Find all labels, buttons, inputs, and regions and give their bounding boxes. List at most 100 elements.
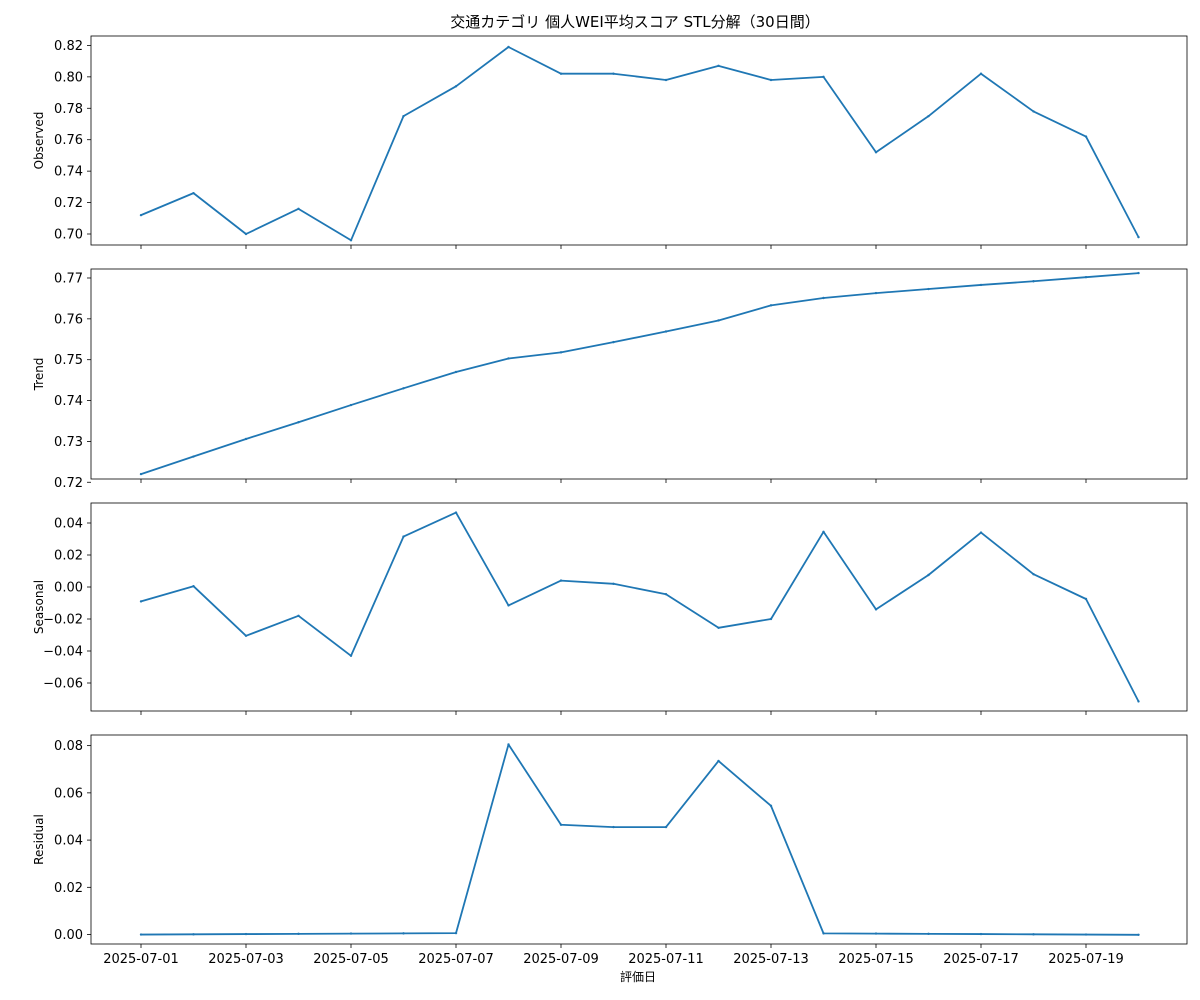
data-point [349,239,353,242]
series-line-residual [140,743,1139,936]
data-point [1032,110,1035,113]
y-tick-label: 0.72 [54,476,83,491]
data-point [1032,933,1035,936]
data-point [612,72,615,75]
data-point [139,213,143,217]
data-point [979,72,983,75]
panel-observed: 0.70 0.72 0.74 0.76 0.78 0.80 0.82 Observed [32,35,1188,249]
data-point [874,932,878,935]
x-tick-label: 2025-07-19 [1048,952,1124,967]
data-point [979,531,983,534]
y-tick-label: 0.70 [54,228,83,243]
series-line-seasonal [140,511,1140,702]
data-point [297,932,300,936]
data-point [769,804,773,808]
data-point [1137,235,1140,239]
x-tick-label: 2025-07-13 [733,952,809,967]
y-tick-label: 0.76 [54,133,83,148]
y-tick-label: 0.02 [54,881,83,896]
data-point [979,283,983,287]
panel-trend: 0.72 0.73 0.74 0.75 0.76 0.77 Trend [32,268,1188,491]
data-point [349,403,353,407]
x-tick-label: 2025-07-09 [523,952,599,967]
data-point [244,634,248,637]
data-point [874,291,878,295]
data-point [402,932,405,935]
chart-title: 交通カテゴリ 個人WEI平均スコア STL分解（30日間） [450,13,819,31]
data-point [297,207,300,211]
x-tick-label: 2025-07-15 [838,952,914,967]
data-point [1137,700,1140,703]
data-point [769,78,773,82]
data-point [244,437,248,441]
data-point [244,932,248,936]
y-axis-label-seasonal: Seasonal [32,580,46,634]
data-point [1084,275,1088,279]
data-point [927,932,930,936]
panel-frame [90,734,1188,945]
data-point [1137,271,1140,275]
y-tick-label: 0.74 [54,394,83,409]
y-tick-label: 0.73 [54,435,83,450]
panel-frame [90,268,1188,480]
data-point [192,585,195,588]
data-point [612,825,615,829]
series-line-trend [140,272,1139,475]
y-tick-label: 0.72 [54,196,83,211]
y-axis-label-trend: Trend [32,358,46,392]
data-point [139,472,143,476]
x-axis-label: 評価日 [620,969,656,984]
data-point [874,151,878,154]
data-point [822,530,825,533]
y-axis-label-residual: Residual [32,814,46,865]
data-point [979,932,983,936]
data-point [769,304,773,307]
y-tick-label: 0.04 [54,834,83,849]
y-tick-label: 0.04 [54,517,83,532]
data-point [139,933,143,936]
y-tick-label: 0.02 [54,549,83,564]
data-point [349,932,353,935]
data-point [454,511,458,514]
data-point [559,72,563,75]
y-tick-label: 0.74 [54,165,83,180]
data-point [349,654,353,657]
data-point [664,78,668,82]
data-point [559,579,563,582]
y-tick-label: 0.00 [54,928,83,943]
y-tick-label: 0.06 [54,786,83,801]
data-point [192,933,195,936]
data-point [192,455,195,458]
data-point [139,600,143,603]
data-point [507,743,510,746]
data-point [822,932,825,935]
panel-frame [90,502,1188,712]
data-point [717,319,720,322]
data-point [1137,933,1140,936]
data-point [664,330,668,333]
x-tick-label: 2025-07-05 [313,952,389,967]
data-point [717,64,720,68]
series-line-observed [140,46,1140,242]
data-point [454,85,458,88]
y-tick-label: 0.75 [54,353,83,368]
data-point [402,114,405,118]
panel-frame [90,35,1188,246]
x-tick-label: 2025-07-07 [418,952,494,967]
x-tick-label: 2025-07-11 [628,952,704,967]
y-axis-label-observed: Observed [32,112,46,170]
data-point [664,593,668,596]
panel-seasonal: −0.06 −0.04 −0.02 0.00 0.02 0.04 Seasonal [32,502,1188,715]
data-point [874,608,878,611]
data-point [717,626,720,629]
y-tick-label: −0.06 [43,677,83,692]
data-point [927,114,930,118]
y-tick-label: −0.02 [43,613,83,628]
data-point [297,421,300,424]
data-point [1084,597,1088,601]
data-point [612,340,615,344]
data-point [717,759,720,763]
x-tick-label: 2025-07-01 [103,952,179,967]
